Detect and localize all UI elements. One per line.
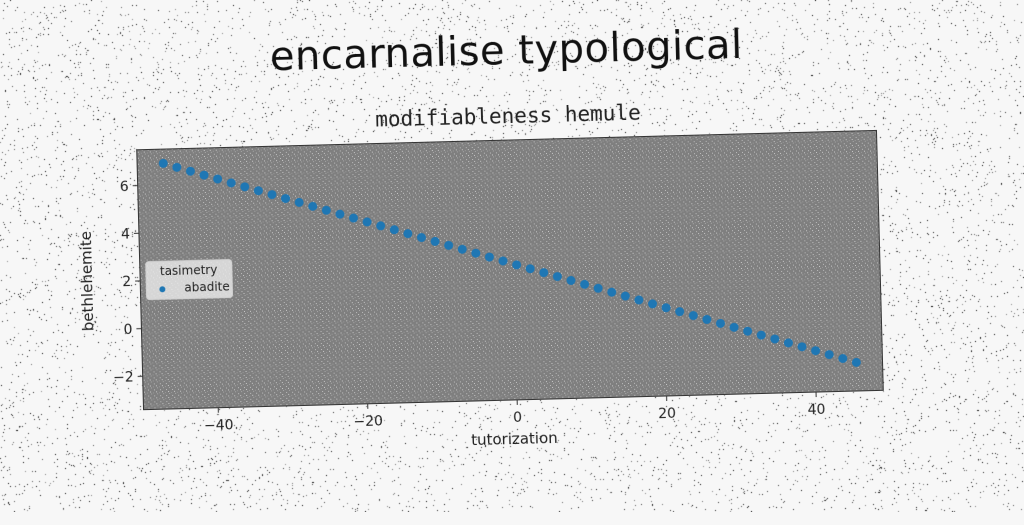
y-tick-label: 2 [122, 274, 131, 290]
y-tick-label: 6 [120, 179, 129, 195]
x-tick-label: 40 [807, 402, 825, 418]
x-tick-label: 0 [513, 410, 522, 426]
x-axis-label: tutorization [471, 429, 558, 449]
x-tick-label: −20 [353, 413, 383, 430]
plot-area [137, 130, 884, 409]
legend-title: tasimetry [160, 263, 218, 278]
x-tick-label: 20 [658, 406, 676, 422]
y-tick-label: −2 [113, 370, 134, 387]
y-tick-label: 0 [123, 322, 132, 338]
y-tick-label: 4 [121, 226, 130, 242]
legend: tasimetry abadite [146, 259, 233, 299]
legend-entry-label: abadite [184, 280, 230, 295]
y-axis-label: bethlehemite [77, 231, 98, 332]
x-tick-label: −40 [204, 417, 234, 434]
